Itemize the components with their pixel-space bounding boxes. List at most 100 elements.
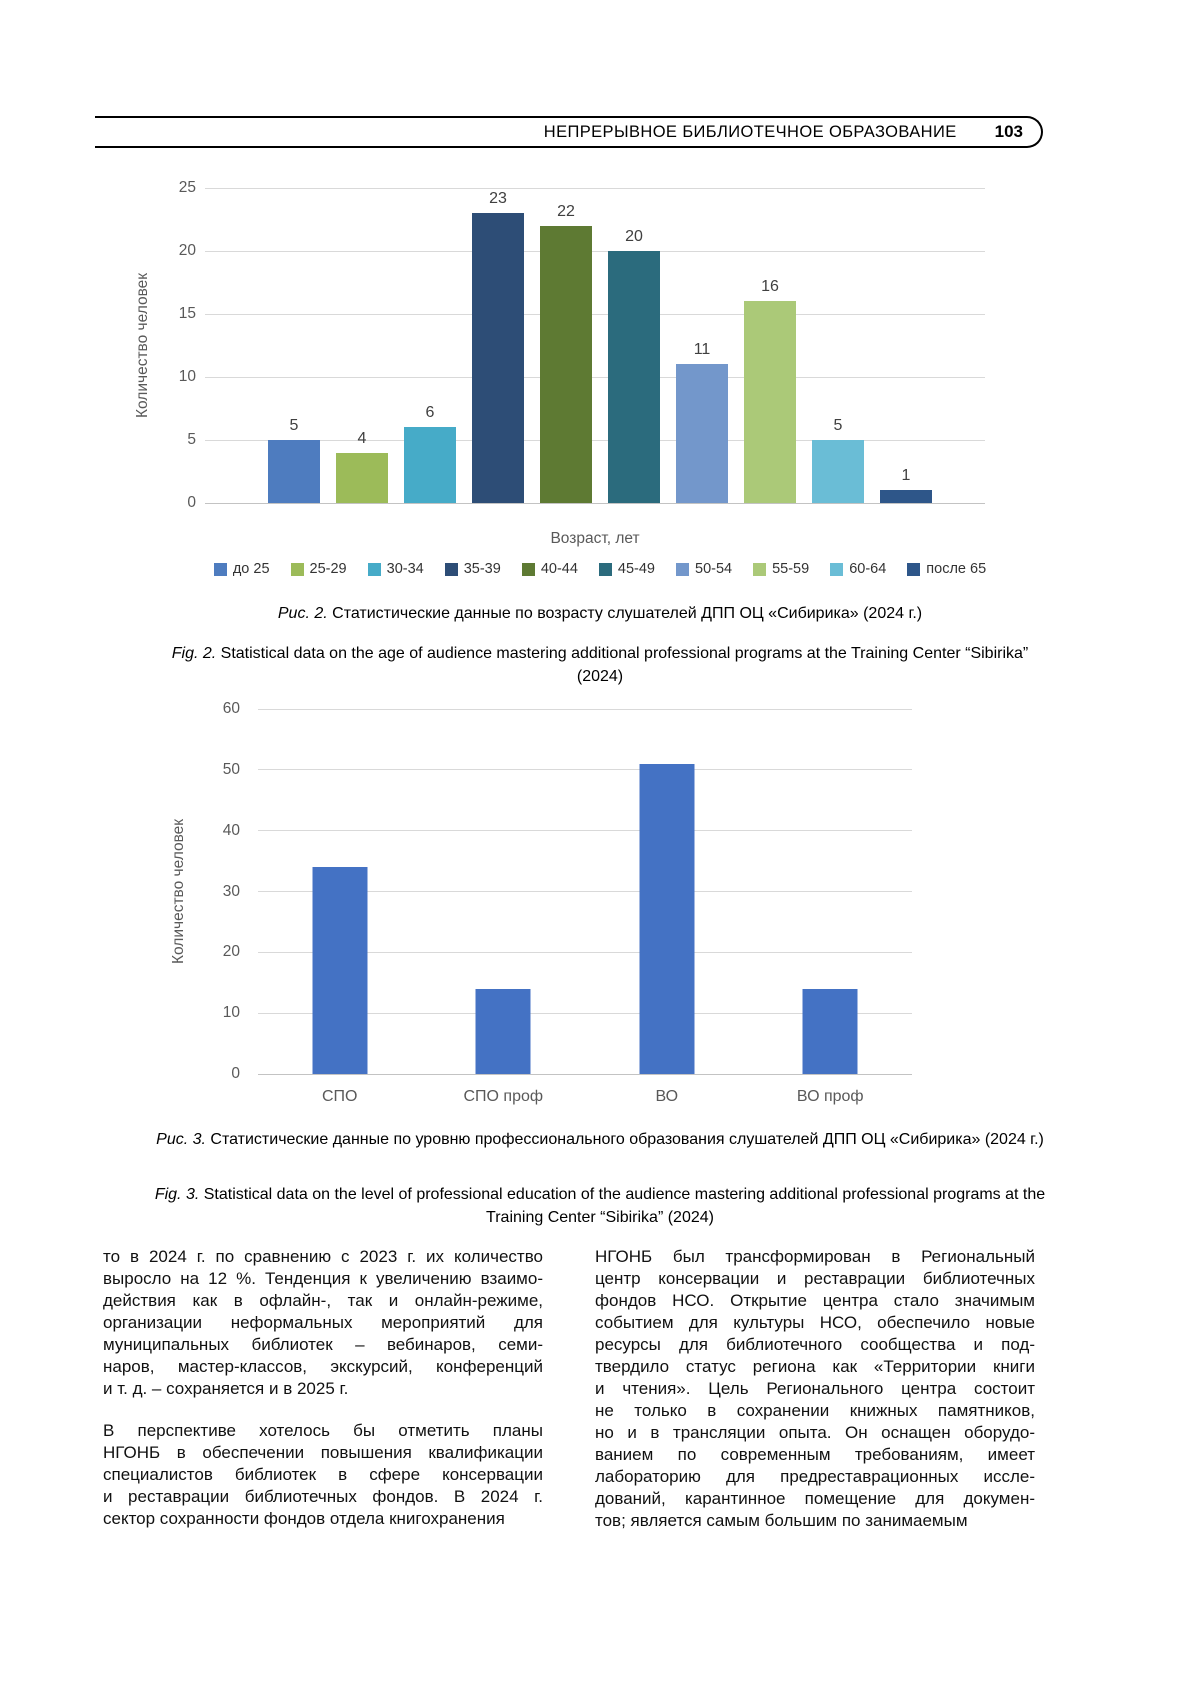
- body-text-line: выросло на 12 %. Тенденция к увеличению …: [103, 1269, 543, 1288]
- gridline: [258, 830, 912, 832]
- bar-slot: 4: [328, 188, 396, 503]
- figure2-y-ticks: 0 5 10 15 20 25: [148, 179, 196, 511]
- bar-value-label: 11: [693, 341, 711, 359]
- bar-slot: 5: [804, 188, 872, 503]
- bar-slot: 20: [600, 188, 668, 503]
- y-tick-label: 0: [187, 494, 196, 511]
- bar-60-64: [812, 440, 864, 503]
- body-text-line: ресурсы для библиотечного сообщества и п…: [595, 1335, 1035, 1354]
- body-text-line: дований, карантинное помещение для докум…: [595, 1489, 1035, 1508]
- legend-swatch: [367, 562, 381, 576]
- body-text-line: фондов НСО. Открытие центра стало значим…: [595, 1291, 1035, 1310]
- bar-slot: [422, 709, 586, 1074]
- y-tick-label: 15: [178, 305, 196, 322]
- legend-item-50-54: 50-54: [676, 561, 732, 577]
- legend-label: 35-39: [463, 561, 501, 577]
- legend-swatch: [907, 562, 921, 576]
- figure3-category-labels: СПО СПО проф ВО ВО проф: [258, 1088, 912, 1106]
- bar-slot: [258, 709, 422, 1074]
- body-text-line: и реставрации библиотечных фондов. В 202…: [103, 1487, 543, 1506]
- bar-slot: 11: [668, 188, 736, 503]
- body-text-line: лабораторию для предреставрационных иссл…: [595, 1467, 1035, 1486]
- body-text-left-column: то в 2024 г. по сравнению с 2023 г. их к…: [103, 1246, 543, 1550]
- bar-40-44: [540, 225, 592, 503]
- legend-item-до 25: до 25: [213, 561, 270, 577]
- gridline: [205, 187, 985, 189]
- body-text-line: сектор сохранности фондов отдела книгохр…: [103, 1509, 505, 1528]
- y-tick-label: 60: [222, 700, 240, 717]
- body-text-line: событием для культуры НСО, обеспечило но…: [595, 1313, 1035, 1332]
- bar-slot: 5: [260, 188, 328, 503]
- body-text-line: не только в сохранении книжных памятнико…: [595, 1401, 1035, 1420]
- legend-swatch: [213, 562, 227, 576]
- gridline: [258, 951, 912, 953]
- body-text-line: действия как в офлайн-, так и онлайн-реж…: [103, 1291, 543, 1310]
- figure3-caption-ru: Рис. 3. Статистические данные по уровню …: [0, 1128, 1200, 1151]
- body-text-line: твердило статус региона как «Территории …: [595, 1357, 1035, 1376]
- figure3-caption-en: Fig. 3. Statistical data on the level of…: [0, 1183, 1200, 1229]
- legend-item-35-39: 35-39: [444, 561, 501, 577]
- figure2-bars: 5 4 6 23 22 20 11 16 5 1: [260, 188, 940, 503]
- legend-swatch: [753, 562, 767, 576]
- body-text-line: ванием по современным требованиям, имеет: [595, 1445, 1035, 1464]
- page-number: 103: [994, 122, 1023, 141]
- gridline: [205, 313, 985, 315]
- body-text-line: НГОНБ в обеспечении повышения квалификац…: [103, 1443, 543, 1462]
- body-text-line: но и в трансляции опыта. Он оснащен обор…: [595, 1423, 1035, 1442]
- running-head: НЕПРЕРЫВНОЕ БИБЛИОТЕЧНОЕ ОБРАЗОВАНИЕ 103: [95, 116, 1043, 148]
- bar-slot: [749, 709, 913, 1074]
- body-text-line: и т. д. – сохраняется и в 2025 г.: [103, 1379, 349, 1398]
- bar-после 65: [880, 490, 932, 503]
- bar-ВО: [639, 763, 695, 1074]
- figure3-plot-area: [258, 708, 912, 1075]
- y-tick-label: 10: [178, 368, 196, 385]
- figure3-bars: [258, 709, 912, 1074]
- body-text-line: наров, мастер-классов, экскурсий, конфер…: [103, 1357, 543, 1376]
- figure2-legend: до 25 25-29 30-34 35-39 40-44 45-49 50-54 55-59…: [95, 561, 1105, 577]
- figure2-caption-en-text: Statistical data on the age of audience …: [216, 645, 1029, 685]
- bar-30-34: [404, 427, 456, 503]
- bar-50-54: [676, 364, 728, 503]
- bar-slot: 16: [736, 188, 804, 503]
- y-tick-label: 50: [222, 760, 240, 778]
- y-tick-label: 5: [187, 431, 196, 448]
- gridline: [258, 1073, 912, 1075]
- bar-value-label: 1: [901, 467, 911, 485]
- legend-swatch: [290, 562, 304, 576]
- y-tick-label: 20: [222, 943, 240, 961]
- body-text-line: муниципальных библиотек – вебинаров, сем…: [103, 1335, 543, 1354]
- gridline: [205, 502, 985, 504]
- y-tick-label: 30: [222, 882, 240, 900]
- bar-45-49: [608, 251, 660, 503]
- legend-item-30-34: 30-34: [367, 561, 424, 577]
- legend-item-после 65: после 65: [907, 561, 986, 577]
- bar-value-label: 20: [625, 228, 643, 245]
- legend-swatch: [521, 562, 535, 576]
- bar-25-29: [336, 452, 388, 503]
- body-text-line: НГОНБ был трансформирован в Региональный: [595, 1247, 1035, 1266]
- category-label-СПО: СПО: [322, 1088, 358, 1105]
- legend-label: после 65: [926, 561, 987, 577]
- figure2-caption-en: Fig. 2. Statistical data on the age of a…: [0, 642, 1200, 688]
- bar-slot: [585, 709, 749, 1074]
- bar-до 25: [268, 440, 320, 503]
- paragraph: то в 2024 г. по сравнению с 2023 г. их к…: [103, 1246, 543, 1400]
- legend-label: до 25: [232, 561, 270, 577]
- body-text-right-column: НГОНБ был трансформирован в Региональный…: [595, 1246, 1035, 1552]
- legend-item-55-59: 55-59: [753, 561, 809, 577]
- bar-55-59: [744, 301, 796, 503]
- bar-slot: 22: [532, 188, 600, 503]
- legend-item-40-44: 40-44: [521, 561, 578, 577]
- body-text-line: В перспективе хотелось бы отметить планы: [103, 1421, 543, 1440]
- bar-value-label: 23: [489, 190, 507, 208]
- bar-value-label: 4: [357, 429, 367, 447]
- figure2-caption-ru-text: Статистические данные по возрасту слушат…: [327, 605, 923, 622]
- category-label-ВО проф: ВО проф: [796, 1088, 864, 1105]
- y-tick-label: 20: [178, 242, 196, 259]
- category-label-СПО проф: СПО проф: [463, 1088, 544, 1105]
- bar-value-label: 16: [761, 278, 779, 296]
- legend-label: 45-49: [617, 561, 655, 577]
- y-tick-label: 40: [222, 821, 240, 839]
- gridline: [258, 891, 912, 892]
- body-text-line: то в 2024 г. по сравнению с 2023 г. их к…: [103, 1247, 543, 1266]
